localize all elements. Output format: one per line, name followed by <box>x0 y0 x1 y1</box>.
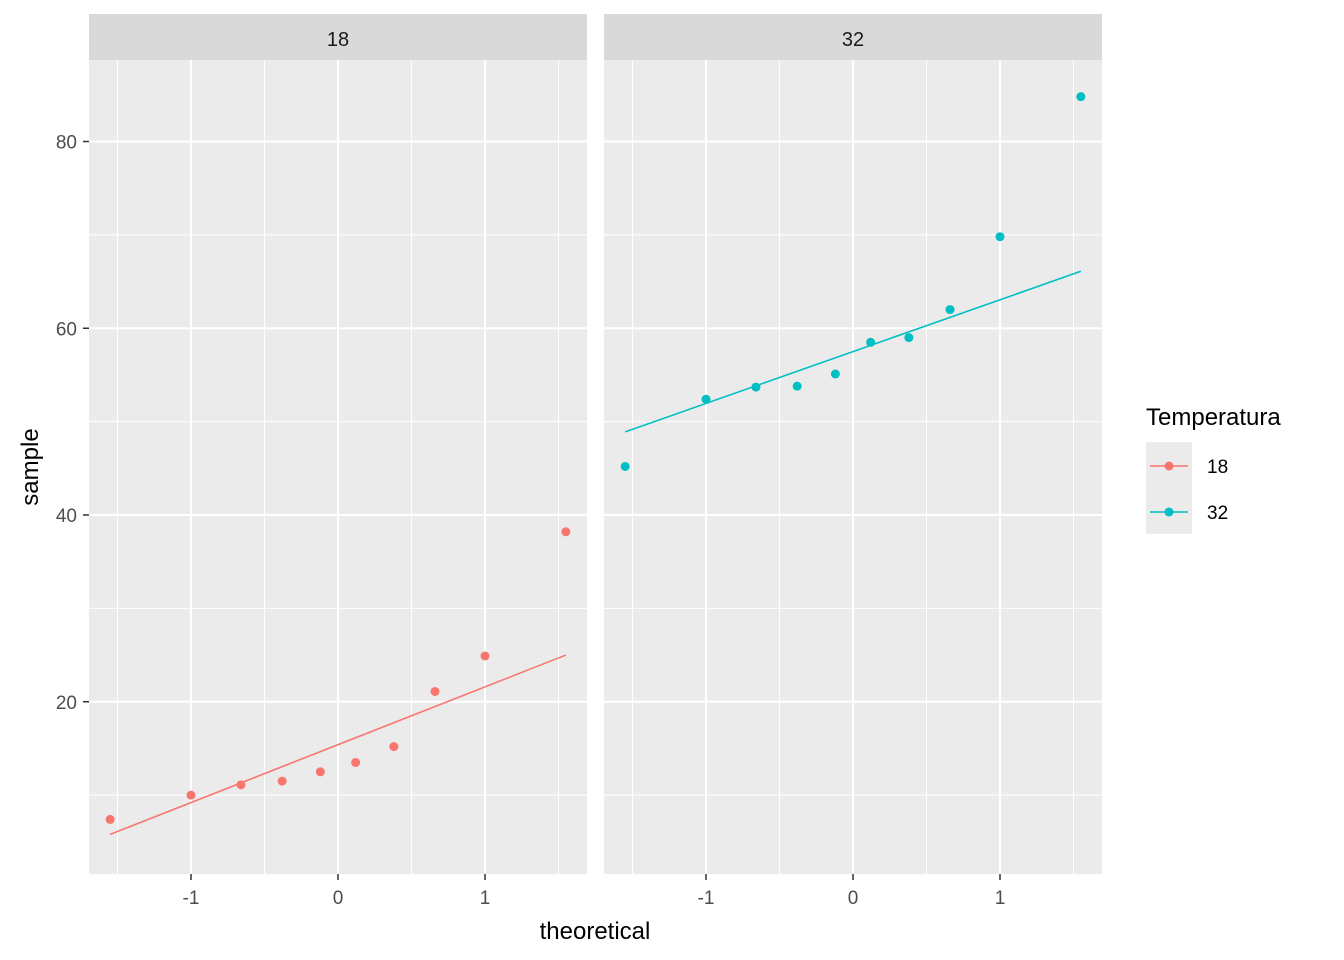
data-point <box>389 742 399 752</box>
x-axis-title: theoretical <box>540 918 651 945</box>
y-tick-label: 40 <box>56 506 77 527</box>
data-point <box>620 461 630 471</box>
facet-panel-32: 32 -1 0 1 <box>604 14 1102 909</box>
data-point <box>995 232 1005 242</box>
facet-panel-18: 18 -1 0 1 <box>89 14 587 909</box>
y-tick-label: 20 <box>56 693 77 714</box>
legend: Temperatura 18 32 <box>1146 404 1281 534</box>
y-axis-title: sample <box>17 428 44 505</box>
y-tick-label: 60 <box>56 319 77 340</box>
x-tick-label: 0 <box>333 888 344 909</box>
data-point <box>351 757 361 767</box>
x-tick-label: 1 <box>995 888 1006 909</box>
data-point <box>561 527 571 537</box>
y-axis: 20 40 60 80 <box>56 133 89 714</box>
legend-key-background <box>1146 442 1192 534</box>
facet-strip-label: 32 <box>842 29 864 51</box>
data-point <box>945 305 955 315</box>
qq-reference-line <box>624 270 1082 433</box>
data-point <box>830 369 840 379</box>
data-point <box>904 333 914 343</box>
qq-reference-line <box>109 654 567 836</box>
x-tick-label: 0 <box>848 888 859 909</box>
legend-entry-label: 32 <box>1207 503 1228 524</box>
data-point <box>430 686 440 696</box>
data-point <box>236 780 246 790</box>
x-tick-label: -1 <box>183 888 200 909</box>
data-point <box>701 394 711 404</box>
data-point <box>480 651 490 661</box>
data-point <box>186 790 196 800</box>
x-tick-label: -1 <box>698 888 715 909</box>
legend-title: Temperatura <box>1146 404 1281 431</box>
data-point <box>277 776 287 786</box>
y-tick-label: 80 <box>56 133 77 154</box>
facet-strip <box>604 14 1102 60</box>
data-point <box>1076 92 1086 102</box>
data-point <box>792 381 802 391</box>
x-tick-label: 1 <box>480 888 491 909</box>
facet-strip <box>89 14 587 60</box>
facet-strip-label: 18 <box>327 29 349 51</box>
legend-key-point <box>1164 507 1174 517</box>
data-point <box>315 767 325 777</box>
data-point <box>105 814 115 824</box>
legend-key-point <box>1164 461 1174 471</box>
facet-panels: 18 -1 0 1 32 -1 0 1 <box>89 14 1102 909</box>
data-point <box>866 337 876 347</box>
legend-entry-label: 18 <box>1207 457 1228 478</box>
data-point <box>751 382 761 392</box>
